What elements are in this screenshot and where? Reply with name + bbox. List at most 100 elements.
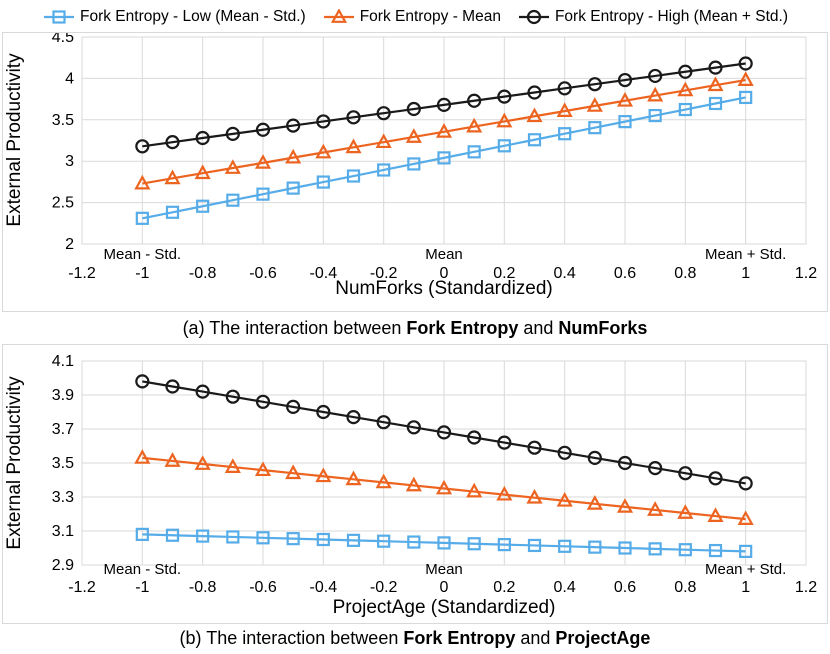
- marker-triangle: [224, 159, 241, 174]
- caption-text: (a) The interaction between: [182, 318, 407, 338]
- marker-circle: [346, 110, 361, 125]
- marker-triangle: [737, 71, 754, 86]
- marker-square: [588, 121, 602, 135]
- chart-panel-b: 2.9 3.1 3.3 3.5 3.7 3.9 4.1 -1.2 -1 -0.8 -0.6 -0.4 -…: [2, 344, 828, 624]
- marker-triangle: [254, 154, 272, 169]
- marker-square: [226, 530, 240, 544]
- x-tick-label: -1.2: [68, 265, 96, 282]
- y-axis-title: External Productivity: [4, 53, 25, 227]
- marker-circle: [165, 379, 180, 394]
- marker-square: [618, 115, 632, 129]
- x-tick-label: 1: [741, 265, 750, 282]
- marker-triangle: [224, 458, 241, 473]
- x-tick-label: 0.4: [554, 579, 576, 596]
- x-axis-title: ProjectAge (Standardized): [333, 597, 556, 618]
- y-tick-label: 2.9: [52, 557, 74, 574]
- marker-circle: [255, 394, 271, 409]
- series-line: [142, 96, 746, 220]
- plot-border: [81, 360, 807, 566]
- x-tick-label: 0: [440, 579, 449, 596]
- marker-triangle: [164, 452, 181, 467]
- marker-square: [708, 543, 723, 558]
- x-tick-label: 0.8: [674, 579, 696, 596]
- marker-triangle: [586, 97, 603, 112]
- marker-square: [588, 540, 602, 554]
- series-line: [142, 62, 746, 148]
- caption-term: ProjectAge: [555, 628, 651, 648]
- marker-circle: [165, 135, 180, 150]
- circle-marker-icon: [518, 9, 549, 25]
- marker-circle: [648, 68, 663, 84]
- x-tick-label: -0.4: [310, 579, 338, 596]
- caption-text: (b) The interaction between: [179, 628, 404, 648]
- marker-triangle: [194, 164, 211, 180]
- x-tick-label: -0.6: [249, 265, 277, 282]
- marker-circle: [557, 81, 572, 96]
- marker-circle: [497, 435, 512, 450]
- y-tick-label: 3.1: [52, 523, 74, 540]
- x-tick-label: 1: [741, 579, 750, 596]
- x-tick-label: 0.6: [614, 265, 636, 282]
- marker-square: [316, 175, 330, 189]
- marker-triangle: [526, 107, 543, 123]
- x-annotation: Mean: [425, 561, 463, 578]
- marker-square: [467, 537, 481, 551]
- marker-square: [467, 145, 481, 159]
- x-tick-label: 0.2: [493, 265, 515, 282]
- marker-triangle: [556, 491, 573, 507]
- marker-triangle: [496, 112, 513, 128]
- marker-triangle: [345, 470, 362, 486]
- marker-triangle: [647, 501, 664, 516]
- marker-circle: [678, 64, 693, 79]
- marker-triangle: [330, 9, 347, 23]
- x-tick-label: -1: [135, 265, 149, 282]
- square-marker-icon: [44, 10, 74, 24]
- marker-triangle: [466, 117, 483, 133]
- caption-a: (a) The interaction between Fork Entropy…: [0, 312, 830, 344]
- marker-square: [286, 181, 300, 195]
- marker-triangle: [677, 81, 694, 97]
- marker-circle: [135, 374, 150, 389]
- x-tick-label: 1.2: [795, 265, 817, 282]
- marker-circle: [286, 399, 301, 415]
- marker-square: [226, 193, 240, 207]
- marker-triangle: [435, 123, 453, 138]
- y-tick-label: 4: [65, 70, 74, 87]
- series-line: [142, 78, 746, 185]
- marker-square: [377, 534, 391, 548]
- marker-square: [407, 157, 421, 171]
- x-annotation: Mean - Std.: [104, 246, 182, 263]
- marker-triangle: [526, 488, 543, 504]
- marker-square: [165, 528, 180, 542]
- marker-triangle: [405, 128, 422, 143]
- marker-triangle: [285, 464, 302, 480]
- legend-item-low: Fork Entropy - Low (Mean - Std.): [42, 8, 306, 26]
- marker-square: [52, 10, 66, 24]
- x-tick-label: 0.4: [554, 265, 576, 282]
- marker-square: [497, 139, 511, 153]
- caption-text: and: [518, 318, 559, 338]
- marker-square: [316, 532, 330, 547]
- marker-square: [286, 532, 300, 546]
- y-tick-label: 4.1: [52, 353, 74, 370]
- x-tick-label: -0.8: [189, 579, 217, 596]
- marker-circle: [406, 420, 421, 435]
- x-axis-title: NumForks (Standardized): [335, 278, 553, 299]
- x-tick-label: -0.2: [370, 579, 398, 596]
- marker-square: [678, 543, 692, 557]
- marker-square: [618, 541, 632, 555]
- marker-triangle: [556, 102, 573, 118]
- y-tick-label: 2.5: [52, 195, 74, 212]
- marker-triangle: [677, 504, 694, 519]
- series-line: [142, 380, 746, 485]
- series-line: [142, 533, 746, 553]
- legend-item-high: Fork Entropy - High (Mean + Std.): [517, 8, 788, 26]
- marker-circle: [497, 89, 512, 104]
- chart-panel-a: 2 2.5 3 3.5 4 4.5 -1.2 -1 -0.8 -0.6 -0.4 -0.2 0 0.2 0.…: [2, 29, 828, 312]
- marker-triangle: [315, 143, 332, 159]
- marker-triangle: [496, 485, 513, 501]
- marker-circle: [376, 106, 391, 121]
- marker-circle: [195, 130, 210, 146]
- marker-circle: [738, 476, 753, 491]
